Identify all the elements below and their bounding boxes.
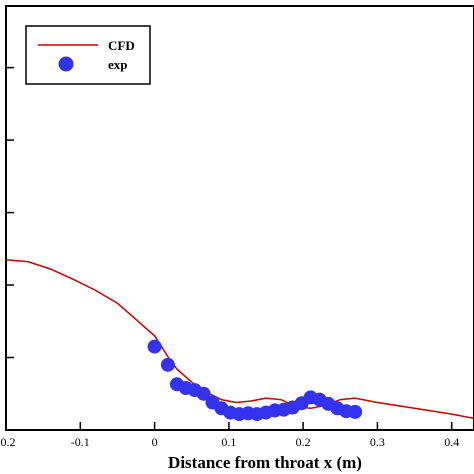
series-point-exp-0 — [147, 339, 162, 354]
series-point-exp-5 — [196, 386, 211, 401]
legend: CFD exp — [25, 25, 151, 85]
series-point-exp-22 — [348, 404, 363, 419]
x-tick-label-6: 0.4 — [444, 435, 459, 449]
series-line-cfd — [5, 258, 474, 420]
y-axis-ticks — [6, 66, 14, 359]
x-axis-title: Distance from throat x (m) — [168, 453, 362, 472]
x-tick-label-0: -0.2 — [0, 435, 16, 449]
x-tick-label-2: 0 — [152, 435, 158, 449]
plot-frame — [5, 5, 474, 431]
series-layer — [5, 258, 474, 422]
x-axis-ticks — [5, 422, 453, 430]
x-tick-label-1: -0.1 — [71, 435, 90, 449]
series-point-exp-1 — [160, 357, 175, 372]
legend-label-cfd: CFD — [108, 38, 135, 53]
x-tick-label-4: 0.2 — [296, 435, 311, 449]
x-tick-label-3: 0.1 — [221, 435, 236, 449]
x-tick-label-5: 0.3 — [370, 435, 385, 449]
legend-box — [25, 25, 151, 85]
legend-label-exp: exp — [108, 57, 128, 72]
legend-marker-exp — [58, 56, 74, 72]
x-axis-tick-labels: -0.2 -0.1 0 0.1 0.2 0.3 0.4 — [0, 435, 459, 449]
